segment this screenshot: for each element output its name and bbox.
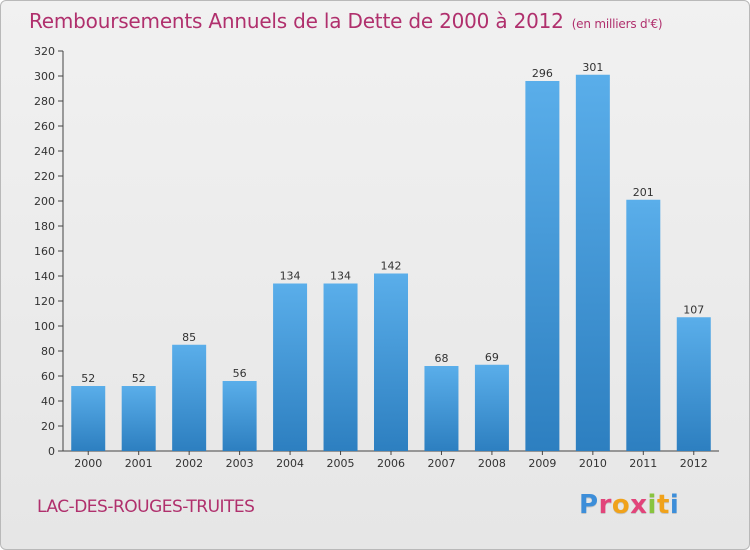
logo-letter: x xyxy=(630,490,648,520)
bar xyxy=(374,273,408,451)
commune-name: LAC-DES-ROUGES-TRUITES xyxy=(37,497,255,517)
x-tick-label: 2006 xyxy=(377,457,405,470)
bar xyxy=(323,283,358,451)
logo-letter: r xyxy=(598,490,612,520)
y-tick-label: 40 xyxy=(41,395,55,408)
logo-letter: i xyxy=(647,490,657,520)
x-tick-label: 2007 xyxy=(427,457,455,470)
y-tick-label: 0 xyxy=(48,445,55,458)
logo-letter: P xyxy=(579,490,599,520)
y-tick-label: 200 xyxy=(34,195,55,208)
x-tick-label: 2010 xyxy=(579,457,607,470)
data-label: 107 xyxy=(683,303,704,316)
chart-unit: (en milliers d'€) xyxy=(571,17,663,31)
y-tick-label: 20 xyxy=(41,420,55,433)
bar xyxy=(525,81,560,451)
bar xyxy=(474,364,509,451)
bar xyxy=(424,366,459,451)
data-label: 134 xyxy=(330,270,351,283)
data-label: 201 xyxy=(633,186,654,199)
y-tick-label: 160 xyxy=(34,245,55,258)
data-label: 85 xyxy=(182,331,196,344)
data-label: 69 xyxy=(485,351,499,364)
y-tick-label: 320 xyxy=(34,45,55,58)
logo-letter: o xyxy=(611,490,631,520)
x-tick-label: 2011 xyxy=(629,457,657,470)
x-tick-label: 2004 xyxy=(276,457,304,470)
chart-title-text: Remboursements Annuels de la Dette de 20… xyxy=(29,9,564,33)
x-tick-label: 2000 xyxy=(74,457,102,470)
y-tick-label: 120 xyxy=(34,295,55,308)
data-label: 68 xyxy=(434,352,448,365)
x-tick-label: 2003 xyxy=(226,457,254,470)
data-label: 52 xyxy=(81,372,95,385)
y-tick-label: 80 xyxy=(41,345,55,358)
logo-letter: t xyxy=(656,490,670,520)
y-tick-label: 220 xyxy=(34,170,55,183)
y-tick-label: 100 xyxy=(34,320,55,333)
data-label: 301 xyxy=(582,61,603,74)
bar xyxy=(575,74,610,451)
bar xyxy=(121,386,156,451)
bar xyxy=(222,381,257,451)
y-tick-label: 240 xyxy=(34,145,55,158)
y-tick-label: 260 xyxy=(34,120,55,133)
data-label: 56 xyxy=(233,367,247,380)
y-tick-label: 300 xyxy=(34,70,55,83)
x-tick-label: 2002 xyxy=(175,457,203,470)
data-label: 296 xyxy=(532,67,553,80)
y-tick-label: 180 xyxy=(34,220,55,233)
chart-title: Remboursements Annuels de la Dette de 20… xyxy=(29,9,663,33)
logo-letter: i xyxy=(669,490,680,520)
data-label: 142 xyxy=(381,260,402,273)
x-tick-label: 2001 xyxy=(125,457,153,470)
x-tick-label: 2005 xyxy=(327,457,355,470)
bar xyxy=(626,199,661,451)
y-tick-label: 280 xyxy=(34,95,55,108)
x-tick-label: 2012 xyxy=(680,457,708,470)
data-label: 134 xyxy=(280,270,301,283)
data-label: 52 xyxy=(132,372,146,385)
bar xyxy=(676,317,711,451)
x-tick-label: 2009 xyxy=(528,457,556,470)
y-tick-label: 140 xyxy=(34,270,55,283)
bar xyxy=(172,344,207,451)
y-tick-label: 60 xyxy=(41,370,55,383)
x-tick-label: 2008 xyxy=(478,457,506,470)
proxiti-logo: Proxiti xyxy=(579,490,679,520)
bar xyxy=(273,283,308,451)
bar xyxy=(71,386,106,451)
